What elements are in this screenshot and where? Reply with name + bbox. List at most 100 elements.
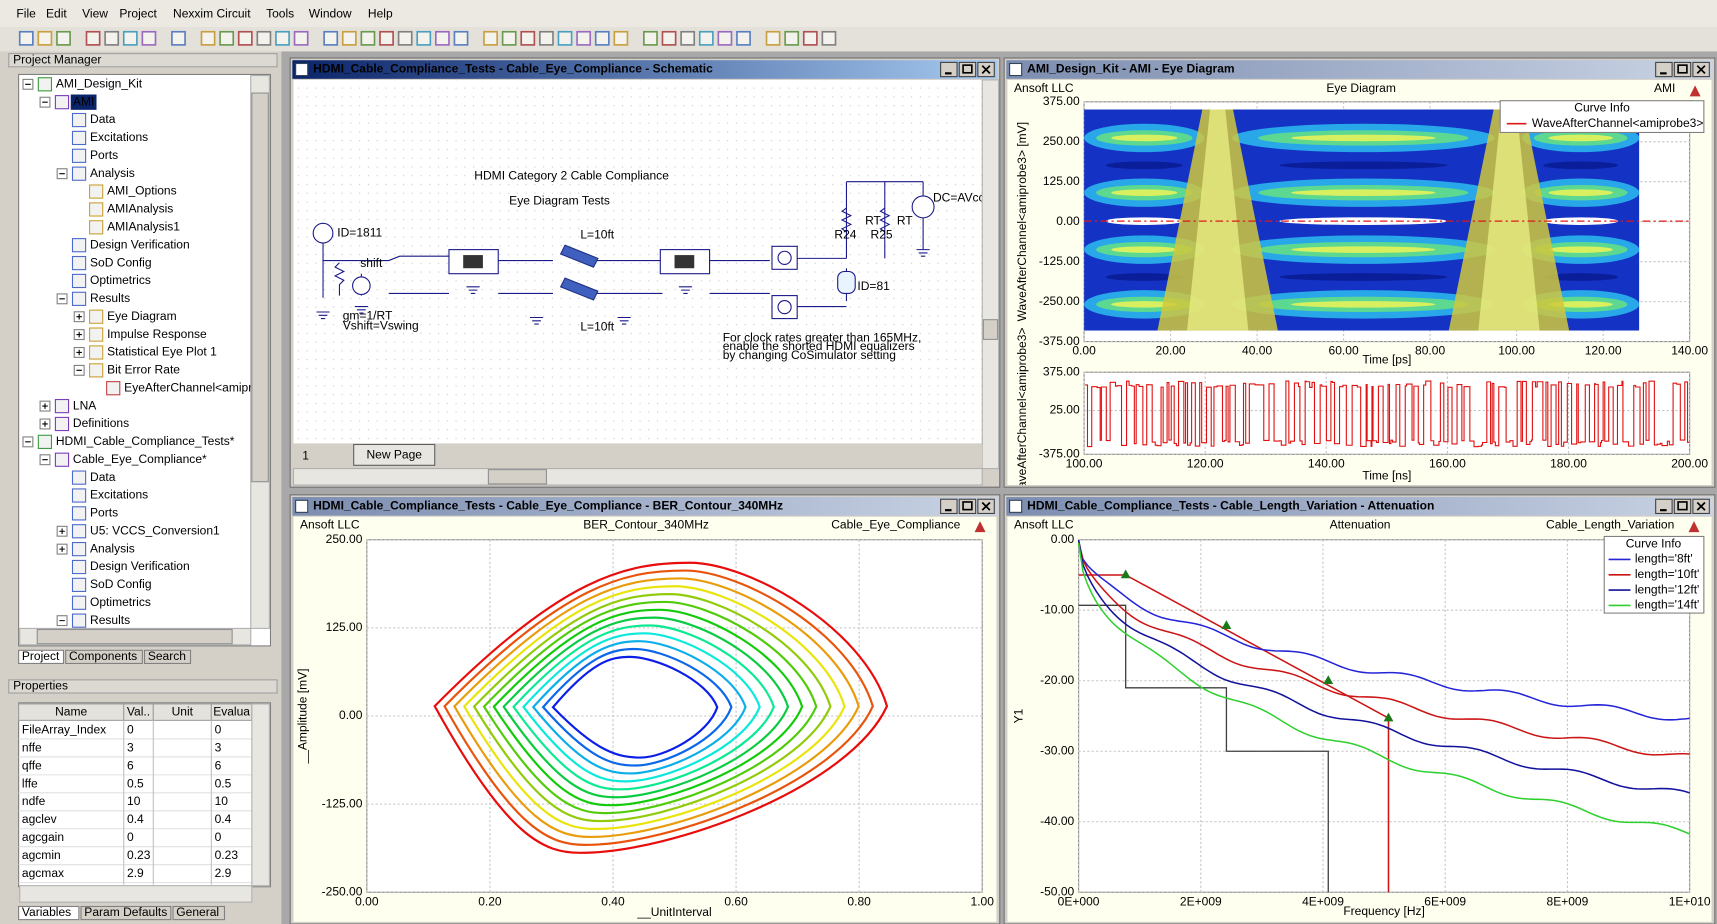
- tree-item[interactable]: Excitations: [90, 488, 148, 502]
- window-icon: [1010, 63, 1022, 75]
- toolbar-button[interactable]: [324, 32, 337, 45]
- toolbar-button[interactable]: [737, 32, 750, 45]
- tree-item[interactable]: AMI: [73, 94, 94, 108]
- menu-item[interactable]: File: [16, 6, 36, 20]
- tab-label[interactable]: Search: [148, 649, 186, 663]
- tab-label[interactable]: Param Defaults: [84, 905, 167, 919]
- tree-item[interactable]: Optimetrics: [90, 595, 151, 609]
- tree-item[interactable]: AMIAnalysis: [107, 202, 173, 216]
- x-tick-label: 1.00: [971, 894, 995, 908]
- toolbar-button[interactable]: [644, 32, 657, 45]
- toolbar-button[interactable]: [767, 32, 780, 45]
- tree-item[interactable]: Ports: [90, 148, 118, 162]
- toolbar-button[interactable]: [804, 32, 817, 45]
- toolbar-button[interactable]: [257, 32, 270, 45]
- tree-item[interactable]: LNA: [73, 398, 96, 412]
- toolbar-button[interactable]: [105, 32, 118, 45]
- source: [313, 223, 333, 243]
- tree-item[interactable]: AMIAnalysis1: [107, 220, 180, 234]
- toolbar-button[interactable]: [220, 32, 233, 45]
- toolbar-button[interactable]: [521, 32, 534, 45]
- toolbar-button[interactable]: [20, 32, 33, 45]
- tree-item[interactable]: AMI_Design_Kit: [56, 76, 143, 90]
- menu-item[interactable]: Project: [119, 6, 157, 20]
- tree-item[interactable]: SoD Config: [90, 577, 152, 591]
- toolbar-button[interactable]: [361, 32, 374, 45]
- toolbar-button[interactable]: [57, 32, 70, 45]
- toolbar-button[interactable]: [822, 32, 835, 45]
- menu-item[interactable]: Nexxim Circuit: [173, 6, 251, 20]
- minimize-button[interactable]: [941, 499, 957, 513]
- toolbar-button[interactable]: [558, 32, 571, 45]
- toolbar-button[interactable]: [614, 32, 627, 45]
- tree-item[interactable]: Impulse Response: [107, 327, 207, 341]
- minimize-button[interactable]: [941, 62, 957, 76]
- minimize-button[interactable]: [1656, 62, 1672, 76]
- toolbar-button[interactable]: [380, 32, 393, 45]
- tab-label[interactable]: General: [176, 905, 219, 919]
- scroll-thumb: [37, 630, 232, 644]
- toolbar-button[interactable]: [662, 32, 675, 45]
- toolbar-button[interactable]: [276, 32, 289, 45]
- toolbar-button[interactable]: [201, 32, 214, 45]
- menu-item[interactable]: Window: [309, 6, 352, 20]
- tree-item[interactable]: Design Verification: [90, 559, 190, 573]
- toolbar-button[interactable]: [172, 32, 185, 45]
- toolbar-button[interactable]: [454, 32, 467, 45]
- tree-item[interactable]: Eye Diagram: [107, 309, 177, 323]
- x-tick-label: 0.80: [847, 894, 871, 908]
- toolbar-button[interactable]: [38, 32, 51, 45]
- tree-item[interactable]: Design Verification: [90, 237, 190, 251]
- tree-item[interactable]: HDMI_Cable_Compliance_Tests*: [56, 434, 235, 448]
- toolbar-button[interactable]: [718, 32, 731, 45]
- eye-opening: [1279, 161, 1447, 169]
- menu-item[interactable]: Tools: [266, 6, 294, 20]
- menu-item[interactable]: View: [82, 6, 108, 20]
- tree-item[interactable]: Analysis: [90, 541, 135, 555]
- toolbar-button[interactable]: [484, 32, 497, 45]
- toolbar-button[interactable]: [124, 32, 137, 45]
- tree-item[interactable]: Analysis: [90, 166, 135, 180]
- tree-item[interactable]: Data: [90, 112, 116, 126]
- page-tab-label[interactable]: New Page: [366, 448, 422, 462]
- tree-item[interactable]: Results: [90, 613, 130, 627]
- toolbar-button[interactable]: [681, 32, 694, 45]
- toolbar-button[interactable]: [142, 32, 155, 45]
- toolbar-button[interactable]: [540, 32, 553, 45]
- tree-item[interactable]: Excitations: [90, 130, 148, 144]
- tab-label[interactable]: Project: [22, 649, 60, 663]
- toolbar-button[interactable]: [343, 32, 356, 45]
- toolbar-button[interactable]: [399, 32, 412, 45]
- toolbar-button[interactable]: [295, 32, 308, 45]
- tree-item[interactable]: AMI_Options: [107, 184, 177, 198]
- toolbar-button[interactable]: [87, 32, 100, 45]
- minimize-button[interactable]: [1656, 499, 1672, 513]
- toolbar-button[interactable]: [700, 32, 713, 45]
- tree-item[interactable]: Data: [90, 470, 116, 484]
- tree-icon: [55, 96, 68, 109]
- toolbar-button[interactable]: [417, 32, 430, 45]
- tab-label[interactable]: Components: [69, 649, 137, 663]
- tree-icon: [72, 167, 85, 180]
- tab-label[interactable]: Variables: [22, 905, 71, 919]
- tree-item[interactable]: Statistical Eye Plot 1: [107, 345, 217, 359]
- tree-item[interactable]: Definitions: [73, 416, 129, 430]
- toolbar-button[interactable]: [577, 32, 590, 45]
- toolbar-button[interactable]: [239, 32, 252, 45]
- tree-item[interactable]: Ports: [90, 506, 118, 520]
- toolbar-button[interactable]: [785, 32, 798, 45]
- tree-item[interactable]: Cable_Eye_Compliance*: [73, 452, 207, 466]
- toolbar-button[interactable]: [503, 32, 516, 45]
- toolbar-button[interactable]: [436, 32, 449, 45]
- tree-item[interactable]: EyeAfterChannel<amipr: [124, 380, 252, 394]
- window-icon: [1010, 500, 1022, 512]
- toolbar-button[interactable]: [596, 32, 609, 45]
- menu-item[interactable]: Edit: [46, 6, 67, 20]
- tree-item[interactable]: SoD Config: [90, 255, 152, 269]
- tree-item[interactable]: U5: VCCS_Conversion1: [90, 523, 220, 537]
- tree-item[interactable]: Bit Error Rate: [107, 363, 180, 377]
- menu-item[interactable]: Help: [368, 6, 393, 20]
- tree-item[interactable]: Results: [90, 291, 130, 305]
- tree-item[interactable]: Optimetrics: [90, 273, 151, 287]
- eye-band: [1291, 301, 1436, 308]
